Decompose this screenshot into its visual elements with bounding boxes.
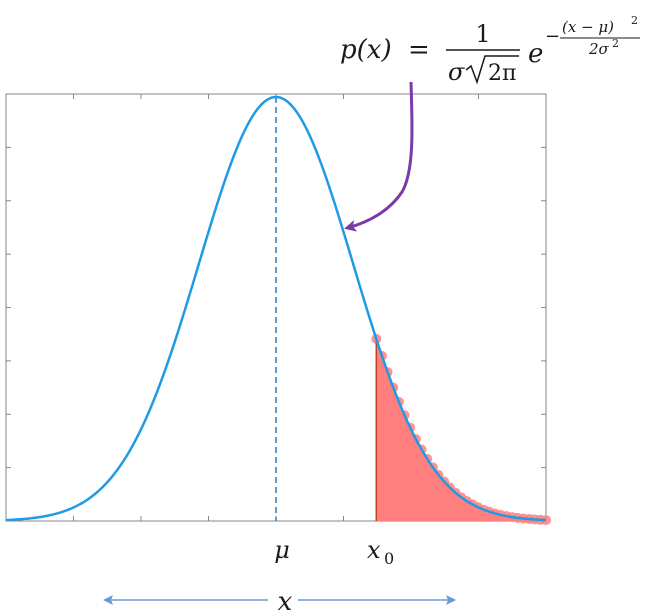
pdf-formula: p(x) = 1 σ 2π e − (x − μ) 2 2σ 2 (340, 14, 640, 86)
formula-exp-sign: − (545, 26, 560, 47)
formula-exp-numerator: (x − μ) (562, 18, 614, 36)
tail-area (376, 338, 546, 521)
sqrt-symbol (465, 55, 519, 85)
formula-exp-numerator-power: 2 (631, 14, 638, 27)
formula-numerator: 1 (475, 20, 490, 48)
x0-label-base: x (367, 536, 381, 564)
mu-label: μ (274, 536, 290, 564)
x-axis-label: x (278, 587, 293, 613)
formula-exp-denominator: 2σ (588, 40, 610, 58)
x0-label-subscript: 0 (384, 549, 394, 568)
formula-sigma: σ (448, 58, 465, 86)
formula-lhs: p(x) (340, 35, 392, 65)
formula-equals: = (408, 35, 430, 65)
formula-sqrt-argument: 2π (488, 61, 516, 86)
formula-base-e: e (528, 39, 543, 69)
formula-pointer-arrow (344, 81, 414, 232)
formula-exp-denominator-power: 2 (612, 37, 619, 50)
x0-label: x 0 (367, 536, 394, 568)
normal-curve (5, 95, 547, 522)
